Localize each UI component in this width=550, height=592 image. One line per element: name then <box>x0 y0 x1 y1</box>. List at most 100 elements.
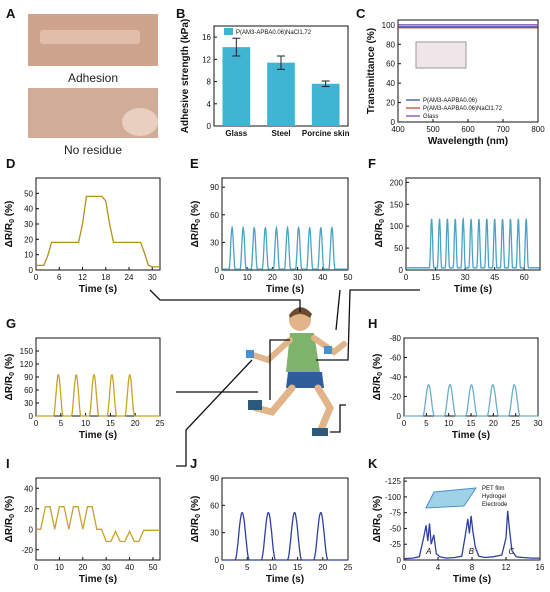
y-axis-title: ΔR/R0 (%) <box>190 496 202 543</box>
y-tick-label: 20 <box>24 505 33 514</box>
x-tick-label: 5 <box>59 419 64 428</box>
category-label: Steel <box>271 129 290 138</box>
x-tick-label: 20 <box>78 563 87 572</box>
y-tick-label: 150 <box>20 347 34 356</box>
connector-f <box>316 289 420 361</box>
y-axis-title: ΔR/R0 (%) <box>374 201 386 248</box>
legend-swatch <box>224 28 233 35</box>
y-tick-label: 100 <box>382 21 396 30</box>
x-tick-label: 30 <box>102 563 111 572</box>
x-tick-label: 0 <box>220 273 225 282</box>
panel-a-caption-top: Adhesion <box>68 71 118 85</box>
letter-j: J <box>190 456 197 471</box>
series-line <box>406 217 540 269</box>
x-tick-label: 50 <box>344 273 353 282</box>
x-tick-label: 20 <box>318 563 327 572</box>
plot-frame <box>405 177 541 271</box>
y-tick-label: 50 <box>24 189 33 198</box>
x-tick-label: 30 <box>148 273 157 282</box>
series-line <box>404 384 538 417</box>
letter-b: B <box>176 6 185 21</box>
x-tick-label: 0 <box>34 419 39 428</box>
y-axis-title: ΔR/R0 (%) <box>372 496 384 543</box>
x-tick-label: 30 <box>461 273 470 282</box>
x-tick-label: 4 <box>436 563 441 572</box>
x-tick-label: 8 <box>470 563 475 572</box>
category-label: Glass <box>225 129 247 138</box>
y-tick-label: 200 <box>390 178 404 187</box>
y-axis-title: Transmittance (%) <box>366 28 377 114</box>
y-tick-label: 30 <box>210 238 219 247</box>
runner-right-leg <box>314 384 334 436</box>
x-tick-label: 16 <box>536 563 545 572</box>
y-tick-label: 10 <box>24 251 33 260</box>
x-tick-label: 12 <box>78 273 87 282</box>
bar <box>222 47 251 126</box>
inset-device <box>425 487 477 509</box>
inset-label: Hydrogel <box>482 494 506 500</box>
letter-i: I <box>6 456 10 471</box>
letter-k: K <box>368 456 378 471</box>
connector-h <box>330 404 346 433</box>
chart-g-knee: 0 5 10 15 20 25 0 30 60 90 120 150 Time (s) ΔR/R0 (%) <box>4 337 165 441</box>
y-tick-label: 40 <box>24 205 33 214</box>
y-tick-label: 20 <box>386 99 395 108</box>
y-tick-label: -50 <box>389 524 401 533</box>
letter-h: H <box>368 316 377 331</box>
x-tick-label: 10 <box>55 563 64 572</box>
y-tick-label: -25 <box>389 540 401 549</box>
legend-label: P(AM3-AAPBA0.06) <box>423 98 477 104</box>
y-tick-label: -100 <box>385 493 402 502</box>
x-axis-title: Time (s) <box>79 430 117 441</box>
wrist-sensor-left <box>246 350 254 358</box>
x-tick-label: 18 <box>101 273 110 282</box>
x-tick-label: 12 <box>502 563 511 572</box>
x-tick-label: 20 <box>489 419 498 428</box>
x-axis-title: Time (s) <box>79 284 117 295</box>
x-axis-title: Time (s) <box>79 574 117 585</box>
y-tick-label: 16 <box>202 33 211 42</box>
peak-annotation: C <box>509 547 515 556</box>
x-axis-title: Time (s) <box>453 574 491 585</box>
x-tick-label: 50 <box>149 563 158 572</box>
y-tick-label: 40 <box>386 79 395 88</box>
plot-frame <box>35 177 161 271</box>
plot-frame <box>221 177 349 271</box>
y-tick-label: -40 <box>389 373 401 382</box>
y-tick-label: 20 <box>24 235 33 244</box>
y-axis-title: ΔR/R0 (%) <box>372 354 384 401</box>
y-tick-label: 60 <box>210 501 219 510</box>
x-tick-label: 500 <box>426 125 440 134</box>
x-tick-label: 45 <box>490 273 499 282</box>
letter-a: A <box>6 6 16 21</box>
y-tick-label: 50 <box>394 244 403 253</box>
x-tick-label: 0 <box>402 419 407 428</box>
y-tick-label: 90 <box>210 474 219 483</box>
x-tick-label: 40 <box>318 273 327 282</box>
bar <box>267 62 295 126</box>
y-tick-label: -20 <box>21 546 33 555</box>
finger-shape <box>122 108 158 136</box>
y-tick-label: 80 <box>386 40 395 49</box>
hydrogel-strip <box>40 30 140 44</box>
x-tick-label: 0 <box>34 563 39 572</box>
x-tick-label: 30 <box>534 419 543 428</box>
chart-h-ankle: 0 5 10 15 20 25 30 0 -20 -40 -60 -80 Time (s) ΔR/R0 (… <box>372 334 543 441</box>
y-axis-title: ΔR/R0 (%) <box>190 201 202 248</box>
y-tick-label: 120 <box>20 360 34 369</box>
runner-shoe-left <box>248 400 262 410</box>
y-axis-title: Adhesive strength (kPa) <box>180 19 191 133</box>
wrist-sensor-right <box>324 346 332 354</box>
y-tick-label: 0 <box>215 556 220 565</box>
y-tick-label: 0 <box>391 118 396 127</box>
x-tick-label: 20 <box>268 273 277 282</box>
x-tick-label: 700 <box>496 125 510 134</box>
panel-a: Adhesion No residue <box>28 14 158 157</box>
y-tick-label: 90 <box>210 183 219 192</box>
x-tick-label: 30 <box>293 273 302 282</box>
y-tick-label: 0 <box>207 122 212 131</box>
x-tick-label: 0 <box>220 563 225 572</box>
y-tick-label: 40 <box>24 484 33 493</box>
